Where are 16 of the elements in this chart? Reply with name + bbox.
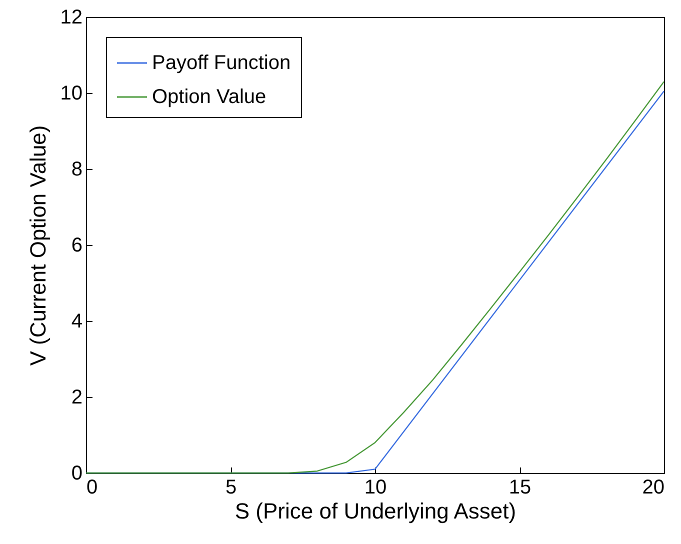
y-tick-label: 2 bbox=[71, 386, 82, 408]
legend-label: Option Value bbox=[152, 86, 266, 108]
y-tick-label: 8 bbox=[71, 158, 82, 180]
x-tick-label: 20 bbox=[642, 476, 664, 498]
y-tick-label: 4 bbox=[71, 310, 82, 332]
y-tick-label: 6 bbox=[71, 234, 82, 256]
x-tick-label: 5 bbox=[225, 476, 237, 498]
legend-label: Payoff Function bbox=[152, 52, 291, 74]
y-axis-title: V (Current Option Value) bbox=[25, 125, 50, 366]
x-tick-label: 15 bbox=[508, 476, 532, 498]
x-axis-title: S (Price of Underlying Asset) bbox=[234, 498, 516, 524]
x-tick-label: 10 bbox=[364, 476, 387, 498]
x-tick-label: 0 bbox=[86, 476, 98, 498]
y-tick-label: 12 bbox=[60, 6, 82, 28]
y-tick-label: 10 bbox=[60, 82, 82, 104]
y-tick-label: 0 bbox=[71, 462, 82, 484]
